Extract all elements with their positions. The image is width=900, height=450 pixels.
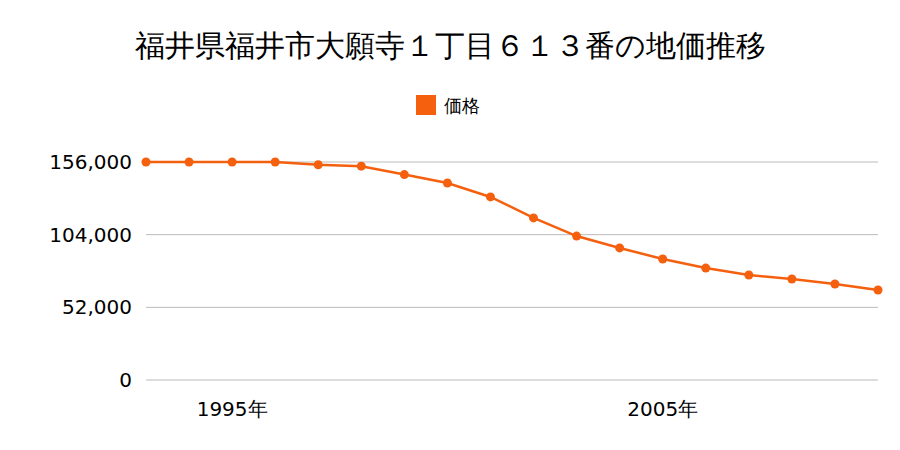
point: [701, 264, 710, 273]
chart: 福井県福井市大願寺１丁目６１３番の地価推移 0 52,000 104,000 156,0…: [0, 0, 900, 450]
point: [228, 158, 237, 167]
background: [0, 0, 900, 450]
grid-line: [146, 234, 878, 235]
grid-line: [146, 307, 878, 308]
grid-line: [146, 380, 878, 381]
point: [658, 254, 667, 263]
title: 福井県福井市大願寺１丁目６１３番の地価推移: [135, 28, 766, 63]
point: [271, 158, 280, 167]
point: [400, 170, 409, 179]
x-tick-label: 1995年: [197, 397, 268, 421]
point: [486, 192, 495, 201]
plot-area: [142, 158, 883, 295]
point: [185, 158, 194, 167]
point: [357, 162, 366, 171]
y-tick-label: 52,000: [62, 295, 132, 319]
y-tick-label: 0: [119, 368, 132, 392]
point: [615, 243, 624, 252]
point: [830, 279, 839, 288]
point: [874, 286, 883, 295]
point: [529, 213, 538, 222]
y-tick-label: 156,000: [49, 150, 132, 174]
point: [744, 271, 753, 280]
point: [314, 160, 323, 169]
legend-swatch: [416, 95, 436, 115]
legend-label: 価格: [444, 95, 480, 116]
line: [146, 162, 878, 290]
point: [572, 232, 581, 241]
point: [443, 178, 452, 187]
y-tick-label: 104,000: [49, 223, 132, 247]
point: [787, 274, 796, 283]
x-tick-label: 2005年: [627, 397, 698, 421]
point: [142, 158, 151, 167]
